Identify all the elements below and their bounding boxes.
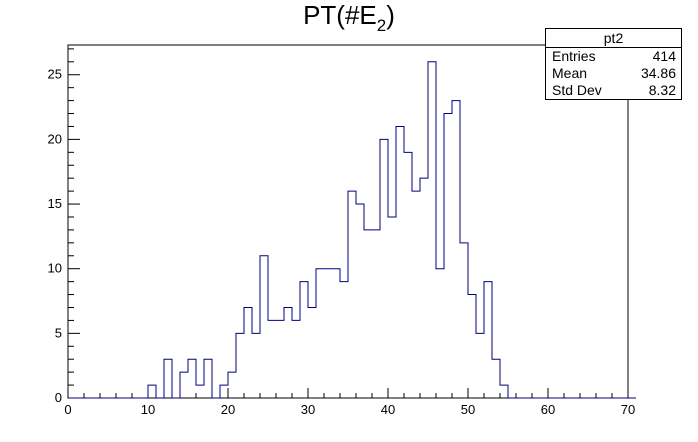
stats-value: 414 xyxy=(652,48,676,64)
stats-row-entries: Entries 414 xyxy=(546,48,681,65)
stats-label: Entries xyxy=(552,48,596,64)
stats-row-mean: Mean 34.86 xyxy=(546,65,681,82)
chart-title-subscript: 2 xyxy=(376,16,387,35)
y-tick-label: 0 xyxy=(55,390,62,405)
x-tick-label: 30 xyxy=(301,402,315,417)
stats-row-stddev: Std Dev 8.32 xyxy=(546,82,681,99)
axes xyxy=(67,44,629,399)
x-tick-label: 50 xyxy=(461,402,475,417)
y-tick-label: 25 xyxy=(48,67,62,82)
y-tick-label: 20 xyxy=(48,131,62,146)
x-tick-label: 60 xyxy=(541,402,555,417)
x-tick-label: 0 xyxy=(64,402,71,417)
stats-label: Std Dev xyxy=(552,82,602,98)
y-tick-label: 5 xyxy=(55,325,62,340)
stats-box: pt2 Entries 414 Mean 34.86 Std Dev 8.32 xyxy=(545,28,682,100)
x-tick-label: 20 xyxy=(221,402,235,417)
chart-title: PT(#E2) xyxy=(0,0,698,36)
stats-value: 8.32 xyxy=(648,82,676,98)
x-tick-label: 40 xyxy=(381,402,395,417)
y-tick-label: 10 xyxy=(48,261,62,276)
x-tick-label: 70 xyxy=(621,402,635,417)
chart-title-end: ) xyxy=(386,0,395,30)
stats-name: pt2 xyxy=(546,29,681,48)
plot-frame xyxy=(67,44,629,399)
stats-label: Mean xyxy=(552,65,588,81)
stats-value: 34.86 xyxy=(640,65,676,81)
chart-title-main: PT(#E xyxy=(303,0,377,30)
x-tick-label: 10 xyxy=(141,402,155,417)
y-tick-label: 15 xyxy=(48,196,62,211)
tick-labels: 0 10 20 30 40 50 60 70 0 5 10 15 20 25 xyxy=(48,67,636,417)
histogram-line xyxy=(68,61,636,399)
